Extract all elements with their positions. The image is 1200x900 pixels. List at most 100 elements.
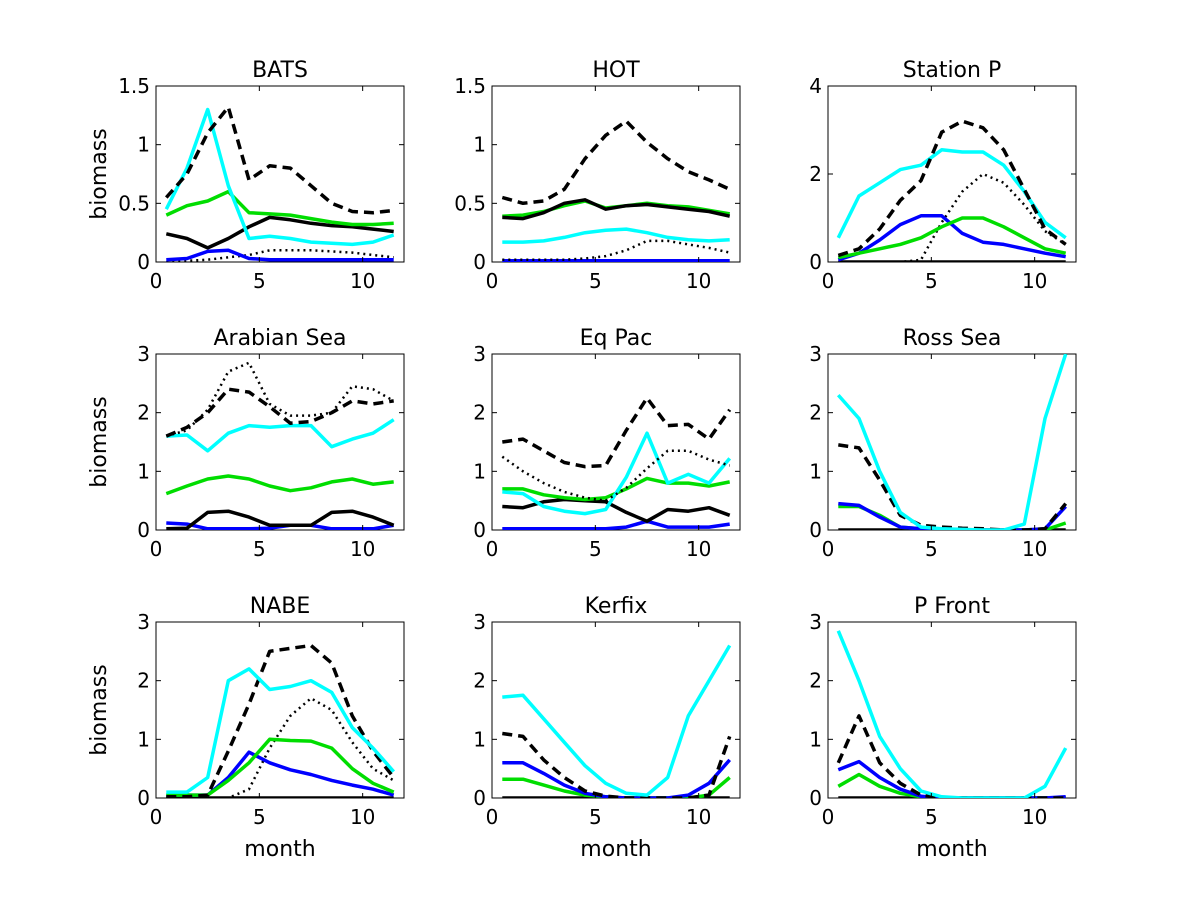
y-tick-label: 1 xyxy=(473,133,486,157)
y-tick-label: 1 xyxy=(137,133,150,157)
chart-title: Arabian Sea xyxy=(213,326,346,351)
series-group xyxy=(836,354,1068,530)
y-tick-label: 0 xyxy=(809,250,822,274)
x-tick-label: 0 xyxy=(150,269,163,293)
y-tick-label: 1 xyxy=(473,727,486,751)
x-tick-label: 10 xyxy=(1022,537,1047,561)
x-tick-label: 0 xyxy=(822,537,835,561)
y-tick-label: 0 xyxy=(809,786,822,810)
chart-nabe: 0 5 10 0 1 2 3 NABE month biomass xyxy=(87,594,405,862)
chart-ross-sea: 0 5 10 0 1 2 3 Ross Sea xyxy=(809,326,1077,561)
series-line-5 xyxy=(836,354,1068,530)
plot-frame xyxy=(827,621,1077,799)
plot-frame xyxy=(491,353,741,531)
chart-title: Ross Sea xyxy=(903,326,1002,351)
x-tick-label: 5 xyxy=(253,805,266,829)
series-line-5 xyxy=(166,643,396,798)
x-axis-label: month xyxy=(244,837,315,862)
series-line-5 xyxy=(502,198,731,221)
series-line-3 xyxy=(837,214,1066,262)
y-tick-label: 1 xyxy=(137,727,150,751)
series-line-3 xyxy=(165,215,394,250)
x-tick-label: 10 xyxy=(350,269,375,293)
y-tick-label: 2 xyxy=(137,401,150,425)
y-tick-label: 3 xyxy=(809,610,822,634)
x-tick-label: 5 xyxy=(253,537,266,561)
y-tick-label: 2 xyxy=(473,401,486,425)
x-tick-label: 10 xyxy=(1022,805,1047,829)
y-tick-label: 4 xyxy=(809,74,822,98)
x-tick-label: 5 xyxy=(589,805,602,829)
y-tick-label: 3 xyxy=(809,342,822,366)
x-tick-label: 5 xyxy=(589,269,602,293)
series-group xyxy=(166,643,396,798)
series-line-6 xyxy=(837,119,1067,258)
plot-frame xyxy=(491,85,741,263)
y-tick-label: 2 xyxy=(137,669,150,693)
x-tick-label: 5 xyxy=(253,269,266,293)
plot-frame xyxy=(155,85,405,263)
chart-title: Station P xyxy=(903,58,1001,83)
y-tick-label: 2 xyxy=(473,669,486,693)
x-tick-label: 10 xyxy=(350,537,375,561)
x-tick-label: 10 xyxy=(1022,269,1047,293)
x-axis-label: month xyxy=(580,837,651,862)
chart-title: Eq Pac xyxy=(580,326,653,351)
y-tick-label: 1 xyxy=(809,459,822,483)
y-tick-label: 0 xyxy=(473,518,486,542)
series-line-3 xyxy=(165,474,394,496)
series-group xyxy=(501,396,732,530)
y-tick-label: 0 xyxy=(137,518,150,542)
plot-frame xyxy=(491,621,741,799)
y-tick-label: 1.5 xyxy=(118,74,150,98)
y-tick-label: 1 xyxy=(473,459,486,483)
y-tick-label: 0 xyxy=(137,250,150,274)
series-line-3 xyxy=(502,227,730,244)
series-group xyxy=(501,119,731,262)
chart-title: NABE xyxy=(250,594,311,619)
y-tick-label: 1 xyxy=(137,459,150,483)
x-tick-label: 10 xyxy=(686,537,711,561)
chart-title: P Front xyxy=(914,594,990,619)
y-tick-label: 0 xyxy=(137,786,150,810)
y-tick-label: 3 xyxy=(137,610,150,634)
y-tick-label: 0 xyxy=(473,786,486,810)
series-line-3 xyxy=(837,759,1066,798)
series-line-4 xyxy=(166,418,395,453)
x-tick-label: 10 xyxy=(350,805,375,829)
series-line-6 xyxy=(166,667,396,794)
y-axis-label: biomass xyxy=(87,664,112,755)
chart-station-p: 0 5 10 0 2 4 Station P xyxy=(809,58,1077,293)
x-tick-label: 0 xyxy=(822,269,835,293)
chart-hot: 0 5 10 0 0.5 1 1.5 HOT xyxy=(454,58,741,293)
series-group xyxy=(502,644,732,798)
y-tick-label: 0 xyxy=(809,518,822,542)
chart-title: BATS xyxy=(252,58,308,83)
series-line-2 xyxy=(502,239,730,261)
y-tick-label: 1 xyxy=(809,727,822,751)
x-tick-label: 0 xyxy=(822,805,835,829)
y-tick-label: 3 xyxy=(137,342,150,366)
y-tick-label: 3 xyxy=(473,610,486,634)
x-tick-label: 5 xyxy=(589,537,602,561)
y-tick-label: 2 xyxy=(809,401,822,425)
x-tick-label: 0 xyxy=(486,537,499,561)
y-tick-label: 3 xyxy=(473,342,486,366)
series-line-5 xyxy=(164,107,395,247)
x-tick-label: 10 xyxy=(686,269,711,293)
x-tick-label: 0 xyxy=(150,537,163,561)
y-tick-label: 2 xyxy=(809,162,822,186)
series-line-2 xyxy=(837,772,1066,798)
x-tick-label: 10 xyxy=(686,805,711,829)
series-line-4 xyxy=(838,443,1068,530)
series-group xyxy=(836,630,1068,798)
series-line-1 xyxy=(502,519,730,530)
series-line-2 xyxy=(838,172,1067,262)
series-line-5 xyxy=(502,644,732,797)
plot-frame xyxy=(155,353,405,531)
chart-title: Kerfix xyxy=(585,594,648,619)
series-line-4 xyxy=(837,216,1067,260)
y-axis-label: biomass xyxy=(87,396,112,487)
y-tick-label: 2 xyxy=(809,669,822,693)
